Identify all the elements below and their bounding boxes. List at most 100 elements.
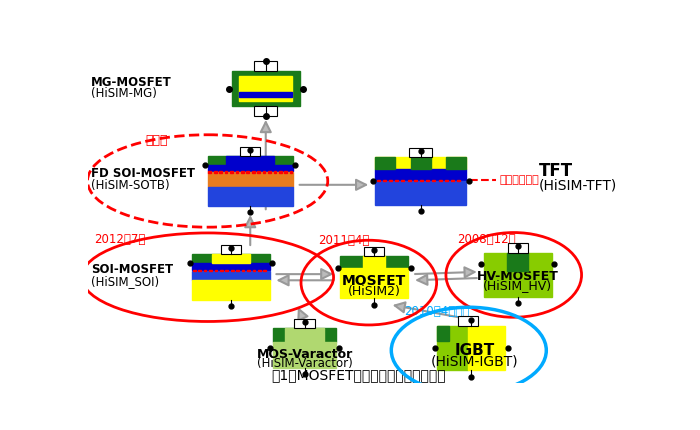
Bar [401,180,405,181]
Bar [241,270,244,271]
Bar [209,171,211,173]
Bar [420,180,423,181]
Bar [220,245,241,254]
Bar [257,171,260,173]
Bar [383,180,386,181]
Bar [426,180,429,181]
Bar [232,71,300,106]
Bar [225,270,228,271]
Bar [225,171,228,173]
Bar [409,148,433,157]
Bar [437,326,449,341]
Bar [211,254,251,263]
Bar [375,157,395,169]
Text: (HiSIM-SOTB): (HiSIM-SOTB) [92,179,170,192]
Text: (HiSIM-Varactor): (HiSIM-Varactor) [257,357,352,370]
Bar [444,180,448,181]
Text: MOS-Varactor: MOS-Varactor [256,348,353,361]
Bar [263,270,266,271]
Bar [407,180,411,181]
Text: 2010年4月公開: 2010年4月公開 [404,305,469,318]
Text: 進行中: 進行中 [146,134,168,147]
Bar [364,247,384,256]
Bar [389,180,392,181]
Bar [439,180,442,181]
Text: MOSFET: MOSFET [342,274,407,288]
Bar [437,326,468,370]
Bar [508,243,528,252]
Bar [295,319,314,328]
Bar [208,156,293,165]
Bar [254,106,277,116]
Text: 2008年12月: 2008年12月 [457,233,516,246]
Bar [290,171,293,173]
Text: (HiSIM-MG): (HiSIM-MG) [92,87,158,100]
Bar [340,268,408,298]
Bar [254,61,277,71]
Text: (HiSIM-TFT): (HiSIM-TFT) [538,178,617,193]
Bar [411,157,430,169]
Bar [226,156,274,165]
Text: 2012年7月: 2012年7月 [94,233,145,246]
Bar [268,171,271,173]
Bar [208,187,293,206]
Bar [204,270,206,271]
Bar [375,169,466,180]
Bar [193,270,195,271]
Bar [468,326,505,370]
Bar [192,254,270,263]
Bar [377,180,379,181]
Bar [451,180,454,181]
Bar [279,171,281,173]
Bar [198,270,201,271]
Text: HV-MOSFET: HV-MOSFET [477,270,559,283]
Text: TFT: TFT [538,162,573,180]
Bar [192,263,270,270]
Bar [262,171,265,173]
Text: IGBT: IGBT [455,343,495,358]
Bar [340,256,408,268]
Bar [192,271,270,280]
Bar [286,328,323,342]
Text: SOI-MOSFET: SOI-MOSFET [92,263,174,276]
Bar [247,270,250,271]
Text: FD SOI-MOSFET: FD SOI-MOSFET [92,167,195,180]
Bar [241,171,244,173]
Bar [192,280,270,300]
Bar [252,171,255,173]
Bar [274,171,276,173]
Bar [239,76,292,101]
Bar [414,180,417,181]
Text: (HiSIM-IGBT): (HiSIM-IGBT) [431,354,519,368]
Bar [253,270,256,271]
Text: (HiSIM_HV): (HiSIM_HV) [483,279,552,292]
Text: MG-MOSFET: MG-MOSFET [92,76,172,89]
Bar [215,270,217,271]
Bar [220,270,223,271]
Bar [219,171,222,173]
Text: 絶縁体と接触: 絶縁体と接触 [499,175,539,185]
Bar [395,180,398,181]
Bar [230,171,233,173]
Bar [284,171,287,173]
Bar [273,328,336,342]
Bar [484,252,552,297]
Bar [209,270,212,271]
Bar [237,270,239,271]
Bar [240,147,260,156]
Bar [258,270,260,271]
Bar [457,180,461,181]
Bar [214,171,216,173]
Bar [231,270,234,271]
Bar [375,157,466,169]
Text: (HiSIM_SOI): (HiSIM_SOI) [92,275,160,289]
Bar [239,92,292,97]
Bar [507,252,528,271]
Bar [208,172,293,187]
Bar [433,180,435,181]
Bar [458,316,478,326]
Bar [246,171,249,173]
Bar [208,165,293,171]
Bar [375,181,466,205]
Bar [235,171,238,173]
